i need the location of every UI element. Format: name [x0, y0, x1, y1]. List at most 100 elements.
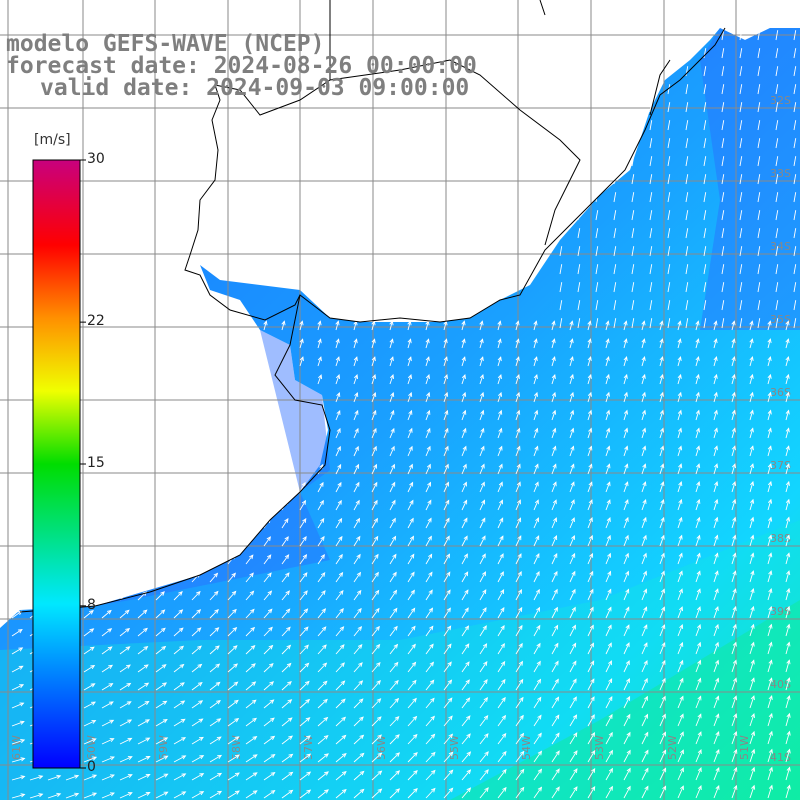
wind-arrow-head [696, 498, 701, 504]
wind-arrow [371, 410, 377, 421]
wind-arrow-head [443, 373, 448, 380]
wind-arrow-head [572, 714, 578, 720]
wind-arrow [793, 228, 797, 239]
wind-arrow [245, 754, 258, 763]
wind-arrow [775, 102, 779, 113]
wind-arrow [299, 771, 311, 781]
wind-arrow-head [662, 749, 667, 755]
wind-arrow [605, 678, 613, 691]
wind-arrow [685, 174, 689, 185]
wind-arrow [623, 535, 629, 547]
wind-arrow [335, 626, 344, 637]
wind-arrow-head [320, 535, 325, 541]
lon-label: 55W [448, 735, 461, 760]
wind-arrow [371, 554, 379, 565]
wind-arrow-head [678, 570, 683, 576]
wind-arrow [533, 697, 542, 709]
wind-arrow [749, 606, 754, 619]
wind-arrow-head [306, 789, 312, 794]
wind-arrow-head [679, 767, 684, 773]
wind-arrow [677, 767, 684, 781]
wind-arrow-head [749, 338, 754, 344]
wind-arrow [263, 717, 275, 727]
wind-arrow [119, 701, 132, 709]
wind-arrow-head [126, 664, 131, 669]
wind-arrow [83, 738, 96, 745]
wind-arrow-head [786, 570, 791, 576]
wind-arrow-head [107, 646, 113, 651]
wind-arrow-head [571, 534, 576, 540]
wind-arrow-head [519, 714, 524, 720]
wind-arrow-head [448, 733, 454, 739]
ocean-area [0, 28, 800, 800]
wind-arrow [497, 321, 501, 331]
lon-label: 54W [520, 735, 533, 760]
wind-arrow-head [427, 481, 431, 487]
wind-arrow [731, 642, 737, 655]
wind-arrow [407, 716, 417, 727]
wind-arrow-head [216, 700, 221, 705]
wind-arrow [407, 374, 412, 385]
wind-arrow [767, 321, 771, 331]
wind-arrow [83, 701, 96, 709]
wind-arrow [757, 318, 761, 329]
wind-arrow [587, 643, 594, 655]
wind-arrow-head [551, 391, 556, 397]
wind-arrow-head [625, 660, 630, 666]
wind-arrow [739, 174, 743, 185]
wind-arrow [695, 553, 701, 565]
wind-arrow [263, 736, 275, 745]
wind-arrow-head [714, 534, 719, 540]
wind-arrow [335, 608, 344, 619]
wind-arrow [515, 787, 525, 799]
wind-arrow [605, 517, 611, 529]
wind-arrow [659, 553, 665, 565]
wind-arrow-head [320, 517, 325, 523]
wind-arrow-head [299, 356, 304, 362]
wind-arrow [173, 755, 186, 763]
wind-arrow [569, 553, 576, 565]
wind-arrow-head [515, 373, 520, 379]
wind-arrow [605, 481, 611, 493]
wind-arrow [389, 518, 396, 529]
wind-arrow [389, 698, 399, 709]
wind-arrow-head [713, 409, 718, 415]
wind-arrow-head [461, 373, 466, 379]
wind-arrow [479, 697, 488, 709]
wind-arrow-head [373, 517, 378, 523]
wind-arrow [11, 684, 24, 691]
wind-arrow-head [287, 717, 293, 722]
wind-arrow [515, 392, 520, 403]
wind-arrow [631, 210, 635, 221]
wind-arrow-head [572, 660, 577, 666]
wind-arrow [407, 339, 411, 349]
wind-arrow [793, 246, 797, 257]
wind-arrow [659, 499, 664, 511]
wind-arrow [641, 624, 648, 637]
wind-arrow [623, 625, 630, 637]
wind-arrow-head [661, 659, 666, 665]
wind-arrow [605, 732, 613, 745]
wind-arrow-head [749, 480, 755, 486]
wind-arrow-head [109, 774, 115, 779]
wind-arrow [659, 464, 664, 475]
wind-arrow [605, 714, 613, 727]
wind-arrow [335, 500, 342, 511]
wind-arrow [793, 66, 797, 77]
wind-arrow [713, 499, 718, 511]
lat-label: 35S [770, 313, 791, 326]
wind-arrow-head [499, 517, 504, 523]
wind-arrow [677, 321, 681, 331]
wind-arrow [767, 356, 771, 367]
wind-arrow [767, 374, 771, 385]
wind-arrow-head [198, 736, 204, 741]
wind-arrow [695, 642, 701, 655]
wind-arrow-head [591, 749, 596, 755]
wind-arrow [443, 500, 450, 511]
wind-arrow-head [430, 715, 435, 721]
wind-arrow-head [537, 732, 542, 738]
wind-arrow [659, 446, 664, 457]
wind-arrow-head [695, 409, 700, 415]
wind-arrow-head [713, 427, 718, 433]
wind-arrow [587, 482, 593, 493]
